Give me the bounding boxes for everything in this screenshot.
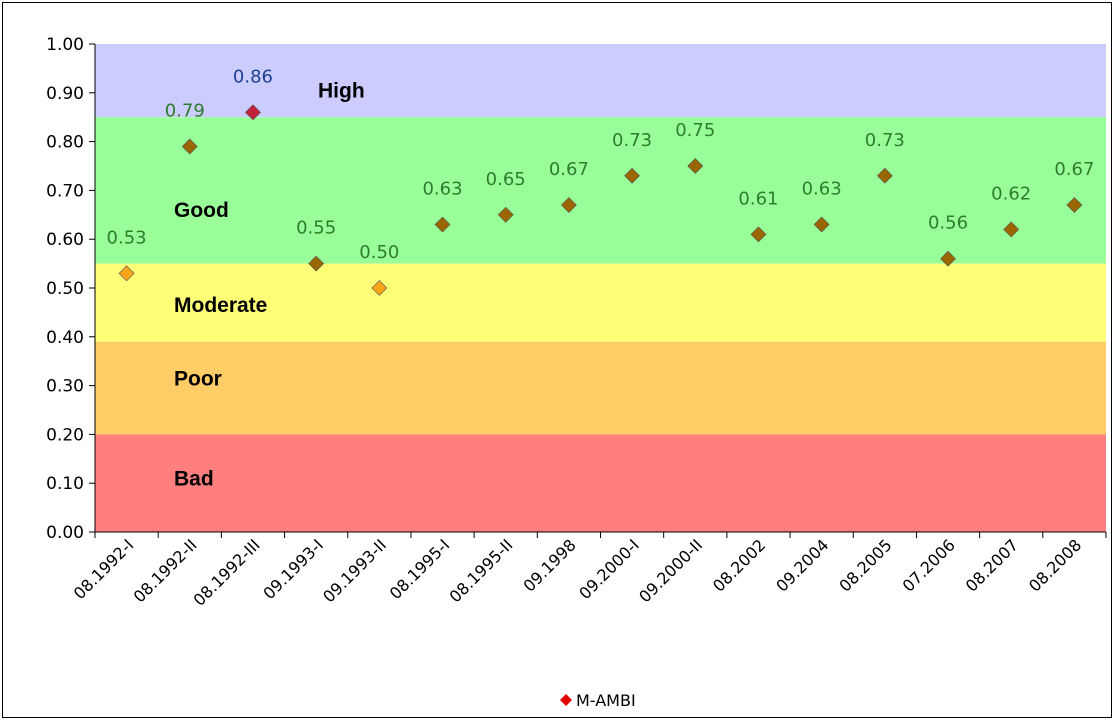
zone-label-good: Good (174, 199, 229, 222)
data-point-marker (434, 216, 451, 233)
y-tick-label: 0.20 (46, 425, 84, 445)
x-tick-label: 08.2007 (962, 535, 1022, 595)
x-tick-label: 09.2000-I (575, 535, 643, 603)
y-tick-label: 0.90 (46, 84, 84, 104)
x-tick-label: 07.2006 (899, 535, 959, 595)
data-label: 0.63 (422, 179, 462, 200)
data-point-marker (181, 138, 198, 155)
x-tick-label: 08.2002 (709, 535, 769, 595)
data-point-marker (371, 280, 388, 296)
data-label: 0.75 (675, 120, 715, 141)
y-tick-label: 0.50 (46, 279, 84, 299)
data-label: 0.63 (802, 179, 842, 200)
data-point-marker (118, 265, 135, 282)
y-tick-label: 0.40 (46, 328, 84, 348)
x-tick-label: 08.2008 (1025, 535, 1085, 595)
y-tick-label: 0.00 (46, 523, 84, 543)
data-label: 0.62 (991, 183, 1031, 204)
data-label: 0.50 (359, 242, 399, 263)
data-label: 0.61 (738, 188, 778, 209)
y-tick-label: 0.60 (46, 230, 84, 250)
y-tick-label: 0.10 (46, 474, 84, 494)
data-point-marker (624, 167, 641, 184)
x-tick-label: 08.2005 (835, 535, 895, 595)
data-label: 0.56 (928, 213, 968, 234)
data-point-marker (750, 226, 767, 243)
data-point-marker (308, 255, 325, 272)
data-point-marker (245, 104, 261, 121)
data-label: 0.73 (612, 130, 652, 151)
zone-band-moderate (95, 263, 1106, 342)
data-point-marker (497, 206, 514, 223)
x-tick-label: 09.1993-II (319, 535, 390, 606)
legend-label: M-AMBI (576, 691, 636, 710)
x-tick-label: 09.1998 (520, 535, 580, 595)
data-point-marker (876, 167, 893, 184)
data-point-marker (687, 158, 704, 174)
data-point-marker (813, 216, 830, 233)
data-label: 0.65 (486, 169, 526, 190)
data-label: 0.55 (296, 218, 336, 239)
zone-label-bad: Bad (174, 467, 214, 490)
x-tick-label: 09.2004 (772, 535, 832, 595)
y-tick-label: 0.30 (46, 377, 84, 397)
legend-marker (560, 694, 572, 706)
x-tick-label: 08.1995-I (386, 535, 454, 603)
x-tick-label: 09.1993-I (259, 535, 327, 603)
data-label: 0.67 (549, 159, 589, 180)
x-tick-label: 08.1995-II (446, 535, 517, 606)
zone-band-bad (95, 434, 1106, 532)
data-point-marker (1003, 221, 1020, 238)
data-label: 0.79 (165, 100, 205, 121)
data-point-marker (940, 250, 956, 267)
y-tick-label: 0.70 (46, 181, 84, 201)
data-point-marker (1066, 197, 1083, 213)
zone-label-moderate: Moderate (174, 294, 267, 317)
y-tick-label: 0.80 (46, 133, 84, 153)
zone-band-poor (95, 341, 1106, 435)
data-label: 0.53 (107, 227, 147, 248)
x-tick-label: 08.1992-III (189, 535, 263, 609)
x-tick-label: 09.2000-II (635, 535, 706, 606)
zone-label-high: High (318, 79, 365, 102)
x-tick-label: 08.1992-I (70, 535, 138, 603)
data-label: 0.67 (1054, 159, 1094, 180)
data-point-marker (560, 197, 577, 213)
zone-label-poor: Poor (174, 367, 222, 390)
zone-band-high (95, 44, 1106, 118)
data-label: 0.73 (865, 130, 905, 151)
data-label: 0.86 (233, 66, 273, 87)
zone-band-good (95, 117, 1106, 264)
y-tick-label: 1.00 (46, 35, 84, 55)
